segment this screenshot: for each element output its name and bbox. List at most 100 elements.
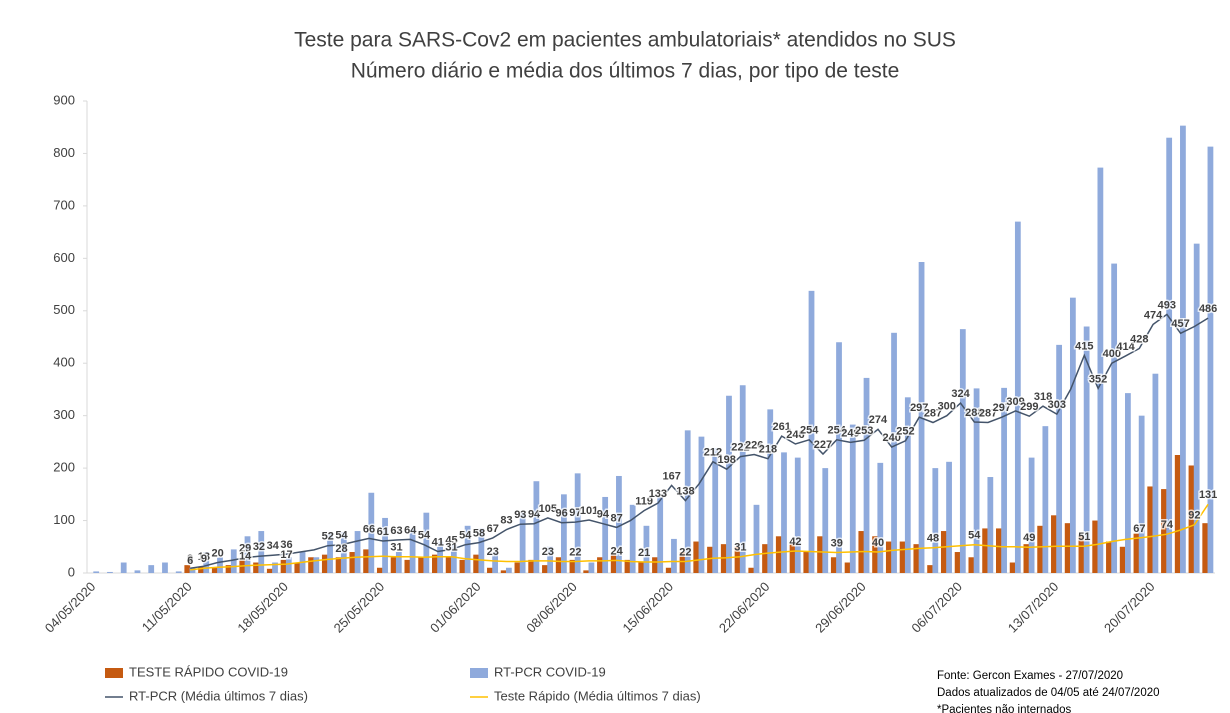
y-tick-label: 600 [53,250,75,265]
data-label: 138 [676,486,694,498]
bar [217,557,223,573]
legend-swatch [105,668,123,678]
bar [762,544,768,573]
data-label: 297 [993,402,1011,414]
data-label: 28 [335,543,347,555]
data-label: 14 [239,551,252,563]
data-label: 54 [335,530,348,542]
data-label: 198 [717,454,735,466]
data-label: 324 [951,388,970,400]
bar [808,290,815,573]
bar [432,554,438,573]
bar [643,525,650,573]
bar [272,562,278,573]
bar [354,531,361,573]
source-note: Dados atualizados de 04/05 até 24/07/202… [937,687,1160,699]
bar [1001,387,1007,573]
data-label: 23 [487,546,499,558]
bar [954,552,961,573]
data-label: 32 [253,541,265,553]
data-label: 9 [187,553,193,565]
data-label: 31 [445,542,457,554]
data-label: 49 [1023,532,1035,544]
bar [684,430,691,573]
bar [175,571,182,573]
bar [665,567,672,573]
bar [542,565,548,573]
bar [775,536,782,573]
data-label: 414 [1116,341,1135,353]
bar [1119,546,1126,573]
bar [280,559,287,573]
bar [624,559,631,573]
bar [382,517,388,573]
bar [638,562,645,573]
data-label: 254 [800,425,819,437]
bar [368,492,375,573]
bar [996,528,1002,573]
bar [464,525,471,573]
bar [93,571,100,573]
bar [987,477,994,573]
data-label: 212 [704,447,722,459]
bar [335,557,342,573]
bar [134,570,141,573]
data-label: 58 [473,527,485,539]
bar [308,557,314,573]
bar [418,557,425,573]
bar [803,552,810,573]
bar [872,536,878,573]
bar [395,552,402,573]
data-label: 318 [1034,391,1052,403]
data-label: 287 [979,407,997,419]
bar [652,557,658,573]
data-label: 48 [927,533,939,545]
bar [1202,523,1209,573]
bar [1133,533,1140,573]
data-label: 52 [322,531,334,543]
data-label: 474 [1144,309,1163,321]
source-note: Fonte: Gercon Exames - 27/07/2020 [937,670,1123,682]
bar [817,536,823,573]
data-label: 457 [1171,318,1189,330]
bar [258,531,265,573]
data-label: 51 [1078,531,1090,543]
data-label: 74 [1161,519,1174,531]
bar [899,541,906,573]
data-label: 9 [201,553,207,565]
bar [148,565,155,573]
data-label: 54 [418,530,431,542]
data-label: 41 [432,536,444,548]
data-label: 29 [239,543,251,555]
bar [1106,541,1112,573]
data-label: 54 [459,530,472,542]
bar [1023,544,1030,573]
data-label: 13 [198,551,210,563]
bar [693,541,700,573]
data-label: 21 [638,547,650,559]
bar [679,552,686,573]
data-label: 66 [363,523,375,535]
data-label: 246 [786,429,804,441]
bar [473,554,480,573]
data-label: 101 [580,505,598,517]
data-label: 45 [445,534,457,546]
bar [973,388,980,573]
bar [748,567,755,573]
bar [528,559,535,573]
bar [1138,415,1145,573]
bar [583,570,590,573]
legend-label: RT-PCR (Média últimos 7 dias) [129,688,308,703]
bar [1092,520,1099,573]
bar [487,567,493,573]
bar [767,409,774,573]
bar [376,567,383,573]
bar [519,512,526,573]
bar [1083,326,1090,573]
bar [450,544,457,573]
data-label: 240 [883,432,901,444]
bar [726,395,732,573]
bar [569,559,576,573]
y-tick-label: 300 [53,407,75,422]
